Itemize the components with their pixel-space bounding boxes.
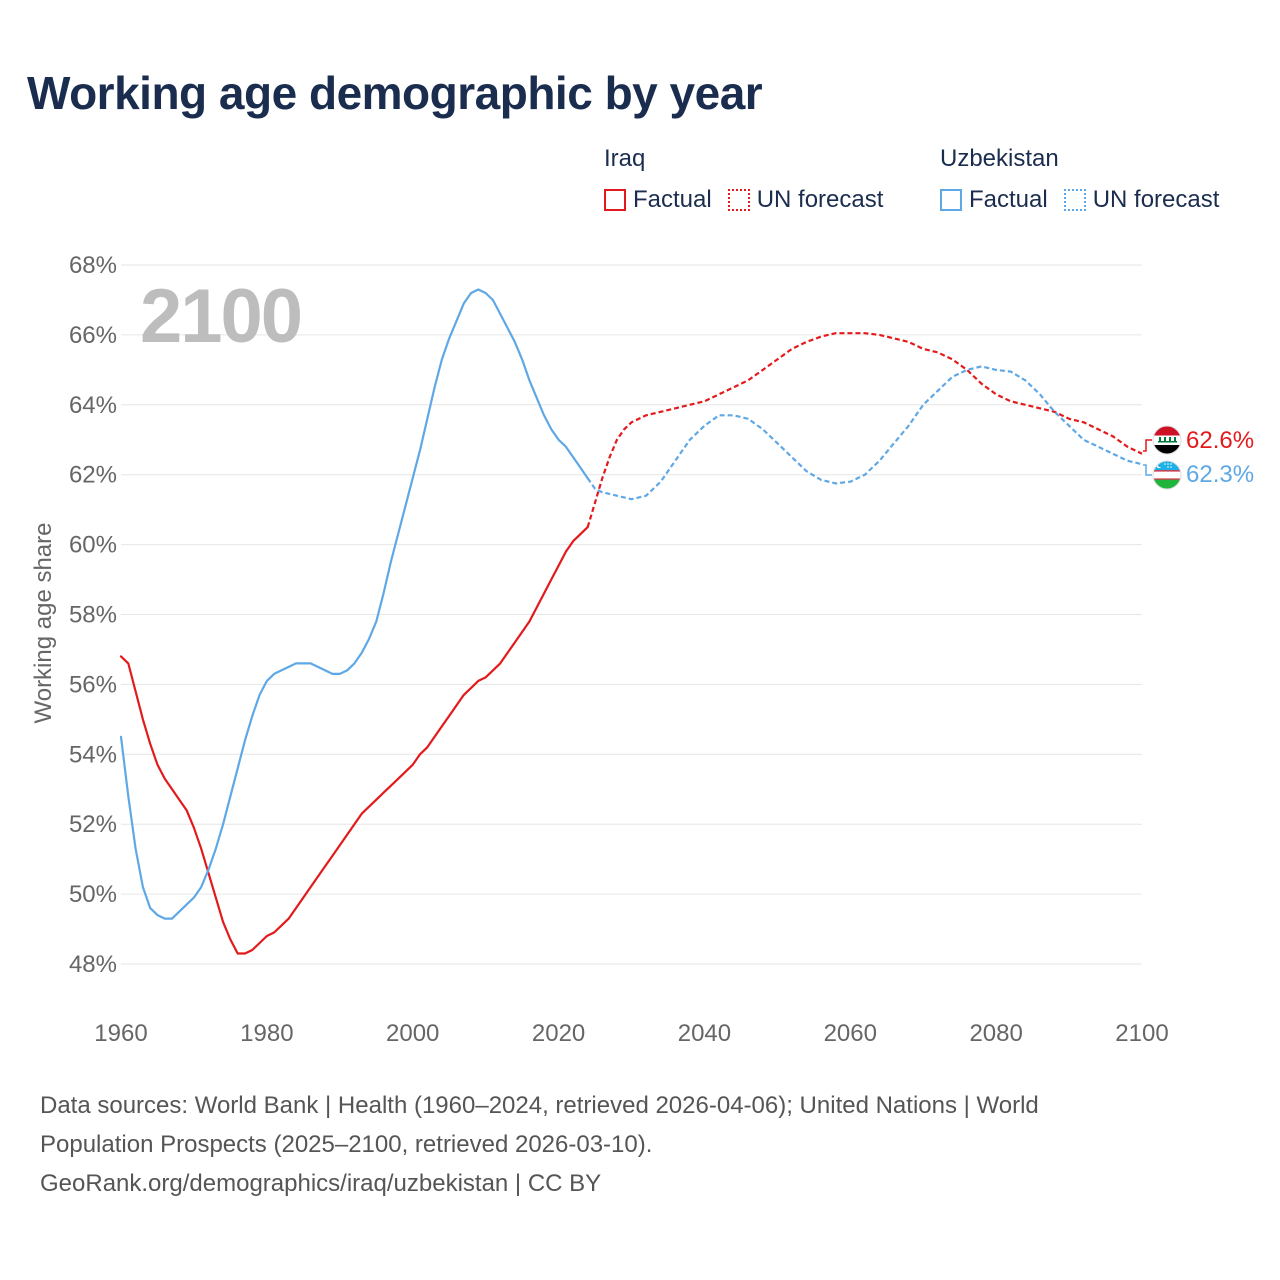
y-tick-label: 60% — [69, 532, 117, 559]
iraq-flag-icon — [1152, 425, 1182, 455]
legend-label: UN forecast — [756, 186, 884, 213]
y-axis: 48% 50% 52% 54% 56% 58% 60% 62% 64% 66% 68% — [69, 252, 117, 978]
series-layer — [119, 288, 1143, 955]
legend-label: UN forecast — [1092, 186, 1220, 213]
x-tick-label: 2000 — [386, 1020, 439, 1047]
y-tick-label: 64% — [69, 392, 117, 419]
iraq-label-connector — [1143, 439, 1152, 452]
legend-item-iraq-factual[interactable]: Factual — [604, 186, 712, 214]
legend-item-uzbekistan-forecast[interactable]: UN forecast — [1063, 186, 1220, 214]
iraq-factual-line[interactable] — [119, 525, 589, 955]
x-tick-label: 2020 — [532, 1020, 585, 1047]
iraq-forecast-line[interactable] — [586, 332, 1143, 528]
y-tick-label: 62% — [69, 462, 117, 489]
uzbekistan-forecast-line[interactable] — [586, 365, 1143, 501]
legend-swatch-dotted — [727, 189, 750, 211]
x-tick-label: 2100 — [1115, 1020, 1168, 1047]
legend-group-name: Iraq — [604, 145, 646, 172]
line-chart: 48%50%52%54%56%58%60%62%64%66%68% 1960 19… — [30, 252, 1254, 1047]
legend-label: Factual — [969, 186, 1048, 213]
data-sources-text: Data sources: World Bank | Health (1960–… — [40, 1092, 1039, 1158]
x-axis: 1960 1980 2000 2020 2040 2060 2080 2100 — [94, 1020, 1168, 1047]
y-tick-label: 56% — [69, 671, 117, 698]
uzbekistan-end-value-label: 62.3% — [1186, 461, 1254, 488]
x-tick-label: 1980 — [240, 1020, 293, 1047]
uzbekistan-factual-line[interactable] — [119, 288, 589, 920]
attribution-link[interactable]: GeoRank.org/demographics/iraq/uzbekistan… — [40, 1170, 602, 1197]
year-watermark: 2100 — [140, 274, 301, 359]
y-tick-label: 48% — [69, 951, 117, 978]
y-tick-label: 68% — [69, 252, 117, 279]
chart-title: Working age demographic by year — [27, 67, 763, 119]
legend-group-iraq: Iraq Factual UN forecast — [604, 144, 899, 214]
y-tick-label: 58% — [69, 602, 117, 629]
legend-group-uzbekistan: Uzbekistan Factual UN forecast — [940, 144, 1235, 214]
legend-swatch-dotted — [1063, 189, 1086, 211]
legend-label: Factual — [633, 186, 712, 213]
footer: Data sources: World Bank | Health (1960–… — [40, 1086, 1150, 1203]
iraq-end-value-label: 62.6% — [1186, 427, 1254, 454]
x-tick-label: 2080 — [969, 1020, 1022, 1047]
legend-swatch-solid — [940, 189, 962, 211]
legend-item-uzbekistan-factual[interactable]: Factual — [940, 186, 1048, 214]
uzbekistan-label-connector — [1143, 464, 1152, 476]
y-tick-label: 66% — [69, 322, 117, 349]
x-tick-label: 1960 — [94, 1020, 147, 1047]
x-tick-label: 2060 — [824, 1020, 877, 1047]
y-tick-label: 52% — [69, 811, 117, 838]
legend-item-iraq-forecast[interactable]: UN forecast — [727, 186, 884, 214]
x-tick-label: 2040 — [678, 1020, 731, 1047]
y-axis-label: Working age share — [30, 523, 57, 724]
legend-group-name: Uzbekistan — [940, 145, 1059, 172]
y-tick-label: 50% — [69, 881, 117, 908]
uzbekistan-flag-icon — [1152, 460, 1182, 490]
grid — [121, 264, 1142, 965]
legend-swatch-solid — [604, 189, 626, 211]
y-tick-label: 54% — [69, 741, 117, 768]
